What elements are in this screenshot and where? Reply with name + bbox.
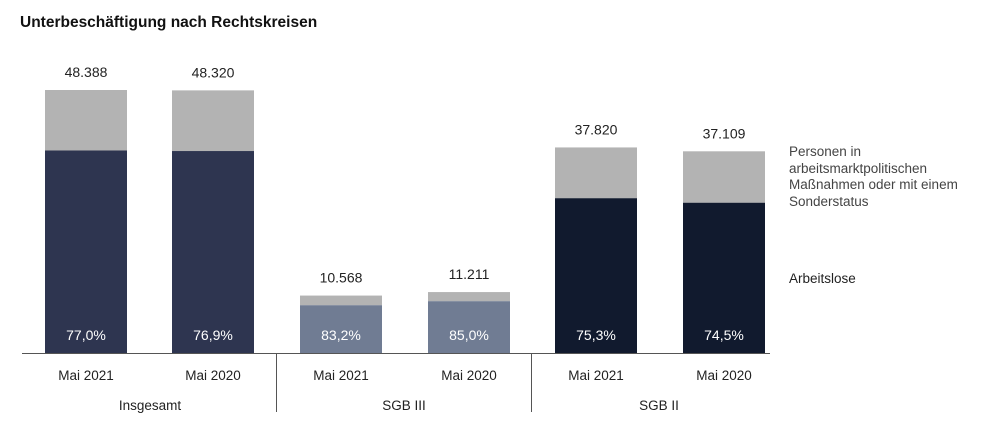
bar-segment-other — [555, 147, 637, 199]
legend-label-unemployed: Arbeitslose — [789, 271, 856, 286]
bar-segment-other — [428, 292, 510, 302]
bar-share-label: 76,9% — [193, 327, 233, 343]
x-group-label: Insgesamt — [119, 398, 182, 413]
bar-total-label: 11.211 — [449, 266, 490, 282]
bar-share-label: 83,2% — [321, 327, 361, 343]
bar-segment-other — [300, 295, 382, 306]
bar-segment-unemployed — [172, 151, 254, 353]
x-group-label: SGB II — [639, 398, 679, 413]
bar-total-label: 48.320 — [192, 64, 235, 80]
bar-segment-other — [45, 90, 127, 151]
bar-segment-unemployed — [300, 305, 382, 353]
bar-share-label: 74,5% — [704, 327, 744, 343]
bar-total-label: 37.109 — [703, 125, 746, 141]
bar-segment-unemployed — [45, 150, 127, 353]
x-tick-label: Mai 2020 — [185, 368, 241, 383]
bar-total-label: 48.388 — [65, 64, 108, 80]
bar-segment-unemployed — [428, 301, 510, 353]
chart-title: Unterbeschäftigung nach Rechtskreisen — [20, 14, 318, 31]
x-tick-label: Mai 2021 — [58, 368, 114, 383]
bar-share-label: 77,0% — [66, 327, 106, 343]
x-tick-label: Mai 2020 — [441, 368, 497, 383]
bar-segment-unemployed — [683, 202, 765, 353]
x-tick-label: Mai 2021 — [568, 368, 624, 383]
bar-total-label: 10.568 — [320, 270, 363, 286]
x-group-label: SGB III — [382, 398, 426, 413]
legend-label-other: Personen in arbeitsmarktpolitischen Maßn… — [789, 144, 958, 209]
x-tick-label: Mai 2020 — [696, 368, 752, 383]
bar-segment-unemployed — [555, 198, 637, 353]
bar-segment-other — [683, 151, 765, 203]
bar-share-label: 75,3% — [576, 327, 616, 343]
bar-total-label: 37.820 — [575, 121, 618, 137]
x-tick-label: Mai 2021 — [313, 368, 369, 383]
bar-segment-other — [172, 90, 254, 152]
bar-share-label: 85,0% — [449, 327, 489, 343]
